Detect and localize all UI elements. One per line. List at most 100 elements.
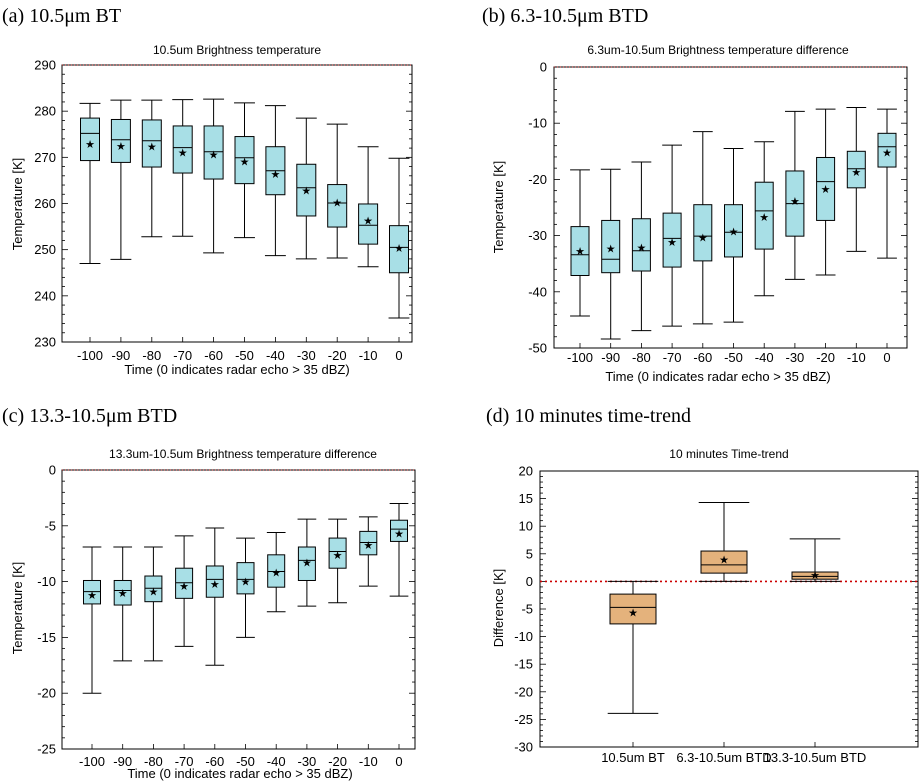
mean-marker: ★ xyxy=(851,166,861,179)
mean-marker: ★ xyxy=(148,586,158,599)
panel-label-a: (a) 10.5μm BT xyxy=(2,5,121,27)
chart-marks-c: -25-20-15-10-50★-100★-90★-80★-70★-60★-50… xyxy=(37,463,415,769)
mean-marker: ★ xyxy=(394,242,404,255)
x-tick-label: -20 xyxy=(328,754,347,769)
y-axis-label-d: Difference [K] xyxy=(491,569,506,648)
box-iqr xyxy=(175,567,194,599)
x-tick-label: -90 xyxy=(113,754,132,769)
box-iqr xyxy=(83,579,101,605)
mean-marker: ★ xyxy=(719,553,729,566)
mean-marker: ★ xyxy=(118,587,128,600)
x-axis-label-c: Time (0 indicates radar echo > 35 dBZ) xyxy=(127,766,352,781)
x-tick-label: -20 xyxy=(816,350,835,365)
mean-marker: ★ xyxy=(667,236,677,249)
box-iqr xyxy=(358,203,379,245)
x-tick-label: 0 xyxy=(395,348,402,363)
x-axis-label-b: Time (0 indicates radar echo > 35 dBZ) xyxy=(605,369,830,384)
box-iqr xyxy=(205,565,224,598)
y-tick-label: 0 xyxy=(526,574,533,589)
x-tick-label: 10.5um BT xyxy=(601,750,665,765)
y-tick-label: 290 xyxy=(34,58,56,73)
y-tick-label: -25 xyxy=(514,712,533,727)
box-iqr xyxy=(846,150,866,189)
box-iqr xyxy=(110,118,131,163)
mean-marker: ★ xyxy=(882,146,892,159)
box-iqr xyxy=(631,218,651,272)
chart-marks-a: 230240250260270280290★-100★-90★-80★-70★-… xyxy=(34,58,412,363)
mean-marker: ★ xyxy=(363,539,373,552)
box-iqr xyxy=(328,537,347,569)
mean-marker: ★ xyxy=(363,215,373,228)
box-iqr xyxy=(724,204,743,258)
y-tick-label: -20 xyxy=(37,686,56,701)
box-iqr xyxy=(389,225,409,274)
mean-marker: ★ xyxy=(628,606,638,619)
chart-title-a: 10.5um Brightness temperature xyxy=(153,43,321,57)
x-tick-label: -10 xyxy=(359,754,378,769)
mean-marker: ★ xyxy=(271,567,281,580)
chart-marks-d: -30 -25 -20 -15 -10 -5 0 5 10 15 20 ★ 10.5um BT ★ 6.3-… xyxy=(514,464,918,765)
y-axis-label-b: Temperature [K] xyxy=(491,161,506,254)
mean-marker: ★ xyxy=(636,241,646,254)
box-iqr xyxy=(390,519,408,542)
y-tick-label: 280 xyxy=(34,104,56,119)
mean-marker: ★ xyxy=(729,226,739,239)
mean-marker: ★ xyxy=(606,243,616,256)
y-tick-label: 5 xyxy=(526,546,533,561)
y-tick-label: -10 xyxy=(528,116,547,131)
x-tick-label: -70 xyxy=(173,348,192,363)
x-tick-label: -100 xyxy=(567,350,593,365)
mean-marker: ★ xyxy=(87,589,97,602)
box-iqr xyxy=(267,554,286,588)
box-iqr xyxy=(570,226,590,277)
y-tick-label: -25 xyxy=(37,742,56,757)
panel-label-d: (d) 10 minutes time-trend xyxy=(486,405,691,427)
y-tick-label: -5 xyxy=(44,518,56,533)
mean-marker: ★ xyxy=(209,149,219,162)
mean-marker: ★ xyxy=(821,183,831,196)
x-tick-label: -80 xyxy=(142,348,161,363)
x-tick-label: -30 xyxy=(298,754,317,769)
x-tick-label: -70 xyxy=(175,754,194,769)
box-iqr xyxy=(700,550,748,574)
x-tick-label: -90 xyxy=(112,348,131,363)
x-tick-label: -50 xyxy=(724,350,743,365)
x-tick-label: -20 xyxy=(328,348,347,363)
mean-marker: ★ xyxy=(116,140,126,153)
y-tick-label: -10 xyxy=(37,574,56,589)
x-tick-label: 13.3-10.5um BTD xyxy=(764,750,867,765)
y-tick-label: 260 xyxy=(34,196,56,211)
x-tick-label: 6.3-10.5um BTD xyxy=(676,750,771,765)
x-tick-label: -60 xyxy=(205,754,224,769)
y-tick-label: -20 xyxy=(528,172,547,187)
x-tick-label: -30 xyxy=(786,350,805,365)
x-tick-label: -60 xyxy=(693,350,712,365)
box-iqr xyxy=(296,163,317,217)
y-tick-label: -10 xyxy=(514,629,533,644)
mean-marker: ★ xyxy=(332,197,342,210)
box-iqr xyxy=(172,125,193,174)
mean-marker: ★ xyxy=(210,578,220,591)
mean-marker: ★ xyxy=(301,185,311,198)
mean-marker: ★ xyxy=(270,168,280,181)
chart-title-c: 13.3um-10.5um Brightness temperature dif… xyxy=(109,447,377,461)
box-iqr xyxy=(359,530,378,556)
y-tick-label: 270 xyxy=(34,150,56,165)
box-iqr xyxy=(236,562,255,595)
box-iqr xyxy=(297,546,316,581)
chart-c: (c) 13.3-10.5μm BTD 13.3um-10.5um Bright… xyxy=(2,405,416,781)
mean-marker: ★ xyxy=(240,155,250,168)
x-tick-label: -50 xyxy=(235,348,254,363)
mean-marker: ★ xyxy=(178,146,188,159)
box-iqr xyxy=(816,156,836,221)
y-tick-label: -20 xyxy=(514,684,533,699)
box-iqr xyxy=(234,136,255,185)
box-iqr xyxy=(609,593,657,625)
y-tick-label: 20 xyxy=(519,464,533,479)
panel-label-b: (b) 6.3-10.5μm BTD xyxy=(482,5,648,27)
y-tick-label: 15 xyxy=(519,491,533,506)
plot-frame-d xyxy=(539,470,919,748)
y-tick-label: -5 xyxy=(521,602,533,617)
x-tick-label: -70 xyxy=(663,350,682,365)
plot-frame-c xyxy=(61,469,416,750)
